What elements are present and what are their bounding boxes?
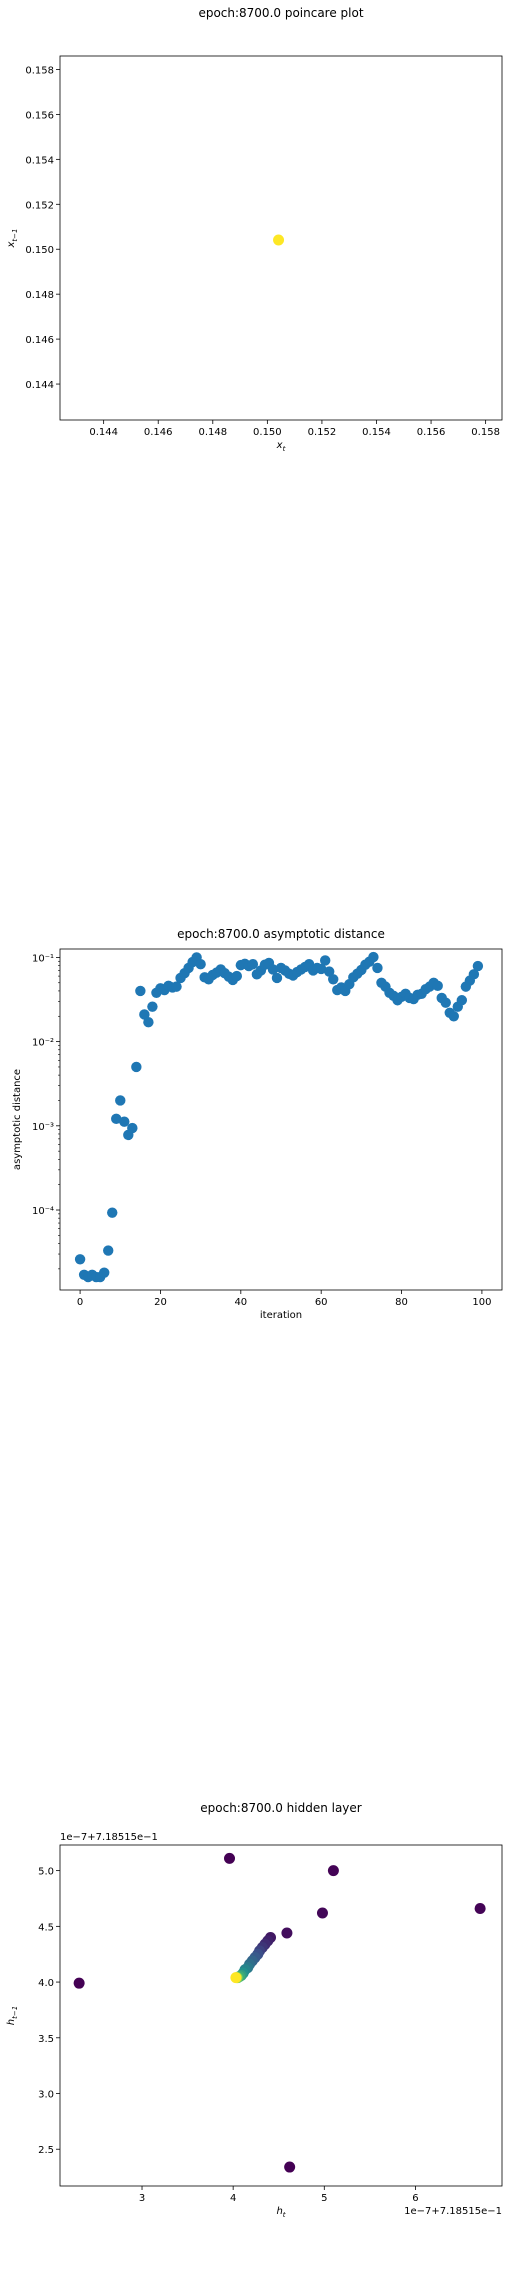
data-point: [107, 1207, 118, 1218]
x-tick-label: 5: [321, 2193, 327, 2204]
data-point: [328, 974, 339, 985]
x-tick-label: 20: [154, 1297, 167, 1308]
data-point: [327, 1865, 339, 1877]
x-tick-label: 6: [412, 2193, 418, 2204]
data-point: [468, 969, 480, 980]
y-tick-label: 10⁻³: [32, 1122, 54, 1133]
data-point: [448, 1011, 459, 1022]
data-point: [143, 1017, 154, 1028]
y-axis-label: asymptotic distance: [12, 1069, 23, 1170]
x-tick-label: 0.158: [471, 427, 500, 438]
x-tick-label: 0.150: [253, 427, 282, 438]
y-tick-label: 3.5: [38, 2034, 54, 2045]
data-point: [231, 970, 242, 982]
x-tick-label: 0.148: [198, 427, 227, 438]
x-tick-label: 0: [77, 1297, 83, 1308]
x-tick-label: 60: [315, 1297, 328, 1308]
data-point: [271, 972, 283, 984]
data-point: [111, 1113, 122, 1125]
data-point: [456, 995, 468, 1006]
data-point: [368, 951, 379, 963]
data-point: [324, 966, 335, 977]
data-point: [230, 1972, 242, 1984]
data-point: [284, 2161, 296, 2173]
data-point: [281, 1927, 293, 1939]
y-axis-label: ht−1: [6, 2006, 19, 2025]
y-tick-label: 2.5: [38, 2145, 54, 2156]
y-tick-label: 10⁻¹: [32, 953, 54, 964]
x-tick-label: 100: [472, 1297, 491, 1308]
data-point: [372, 962, 383, 974]
plot-frame: [59, 55, 503, 421]
y-tick-label: 0.156: [25, 110, 54, 121]
data-point: [273, 234, 285, 246]
x-tick-label: 0.156: [417, 427, 446, 438]
x-tick-label: 0.146: [144, 427, 173, 438]
data-point: [440, 997, 451, 1008]
y-offset-text: 1e−7+7.18515e−1: [60, 1832, 158, 1843]
y-tick-label: 5.0: [38, 1867, 54, 1878]
y-tick-label: 0.146: [25, 335, 54, 346]
data-point: [139, 1009, 150, 1020]
x-axis-label: xt: [276, 440, 286, 453]
y-tick-label: 4.5: [38, 1922, 54, 1933]
x-tick-label: 3: [139, 2193, 145, 2204]
data-point: [99, 1267, 110, 1278]
data-point: [247, 959, 259, 970]
data-point: [224, 1852, 236, 1864]
y-axis-label: xt−1: [6, 229, 19, 249]
data-point: [316, 1907, 328, 1919]
data-point: [147, 1001, 158, 1012]
data-point: [74, 1254, 86, 1265]
chart-2: epoch:8700.0 asymptotic distance 0 20 40 60 8…: [12, 927, 503, 1321]
data-point: [115, 1095, 126, 1106]
y-tick-label: 4.0: [38, 1978, 54, 1989]
data-point: [320, 955, 331, 966]
y-tick-label: 10⁻²: [32, 1038, 54, 1049]
chart-1: epoch:8700.0 poincare plot 0.144 0.146 0.14…: [6, 6, 503, 453]
x-tick-label: 0.154: [362, 427, 391, 438]
plot-frame: [59, 1844, 503, 2187]
chart-title: epoch:8700.0 poincare plot: [198, 6, 363, 20]
data-point: [131, 1061, 142, 1073]
data-point: [195, 959, 206, 970]
plot-frame: [59, 948, 503, 1291]
data-point: [472, 960, 484, 972]
y-tick-label: 0.144: [25, 380, 54, 391]
data-point: [119, 1116, 130, 1127]
chart-title: epoch:8700.0 hidden layer: [200, 1801, 362, 1815]
x-axis-label: iteration: [260, 1310, 302, 1321]
data-point: [103, 1245, 114, 1256]
y-tick-label: 0.154: [25, 155, 54, 166]
data-point: [474, 1903, 486, 1915]
x-offset-text: 1e−7+7.18515e−1: [404, 2206, 502, 2217]
chart-3: epoch:8700.0 hidden layer 3 4 5 6 2.5 3.0 3.5 4.…: [6, 1801, 503, 2219]
data-point: [73, 1977, 85, 1989]
x-tick-label: 40: [234, 1297, 247, 1308]
x-tick-label: 0.152: [308, 427, 337, 438]
data-point: [127, 1122, 138, 1134]
y-tick-label: 3.0: [38, 2090, 54, 2101]
data-point: [315, 963, 327, 975]
chart-title: epoch:8700.0 asymptotic distance: [177, 927, 385, 941]
y-tick-label: 0.152: [25, 200, 54, 211]
data-point: [171, 981, 182, 992]
data-point: [135, 985, 146, 997]
x-tick-label: 0.144: [89, 427, 118, 438]
y-tick-label: 0.150: [25, 245, 54, 256]
data-point: [432, 980, 443, 992]
y-tick-label: 0.158: [25, 65, 54, 76]
y-tick-label: 0.148: [25, 290, 54, 301]
data-point: [267, 964, 279, 975]
x-tick-label: 80: [395, 1297, 408, 1308]
x-tick-label: 4: [230, 2193, 236, 2204]
y-tick-label: 10⁻⁴: [32, 1206, 54, 1217]
x-axis-label: ht: [276, 2206, 285, 2219]
